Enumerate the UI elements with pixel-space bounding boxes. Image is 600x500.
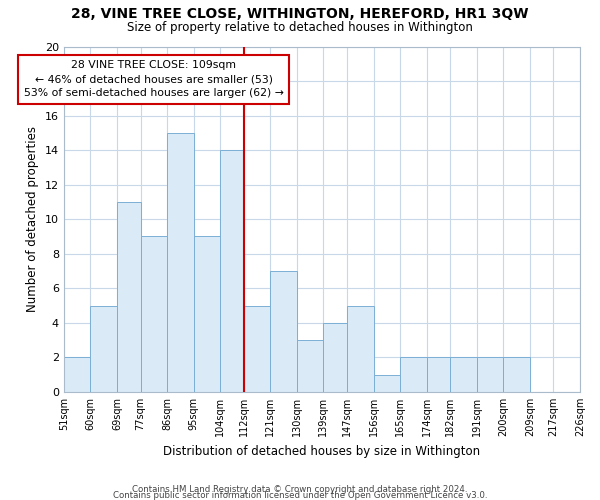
Bar [64, 358, 91, 392]
Bar [503, 358, 530, 392]
Bar [347, 306, 374, 392]
Bar [374, 374, 400, 392]
X-axis label: Distribution of detached houses by size in Withington: Distribution of detached houses by size … [163, 444, 481, 458]
Text: 28 VINE TREE CLOSE: 109sqm
← 46% of detached houses are smaller (53)
53% of semi: 28 VINE TREE CLOSE: 109sqm ← 46% of deta… [24, 60, 284, 98]
Bar [244, 306, 271, 392]
Text: Contains HM Land Registry data © Crown copyright and database right 2024.: Contains HM Land Registry data © Crown c… [132, 484, 468, 494]
Y-axis label: Number of detached properties: Number of detached properties [26, 126, 40, 312]
Bar [427, 358, 450, 392]
Bar [91, 306, 117, 392]
Bar [167, 133, 194, 392]
Bar [297, 340, 323, 392]
Bar [117, 202, 140, 392]
Bar [323, 323, 347, 392]
Bar [450, 358, 477, 392]
Bar [220, 150, 244, 392]
Bar [194, 236, 220, 392]
Bar [400, 358, 427, 392]
Text: Contains public sector information licensed under the Open Government Licence v3: Contains public sector information licen… [113, 491, 487, 500]
Text: Size of property relative to detached houses in Withington: Size of property relative to detached ho… [127, 21, 473, 34]
Text: 28, VINE TREE CLOSE, WITHINGTON, HEREFORD, HR1 3QW: 28, VINE TREE CLOSE, WITHINGTON, HEREFOR… [71, 8, 529, 22]
Bar [140, 236, 167, 392]
Bar [271, 271, 297, 392]
Bar [477, 358, 503, 392]
